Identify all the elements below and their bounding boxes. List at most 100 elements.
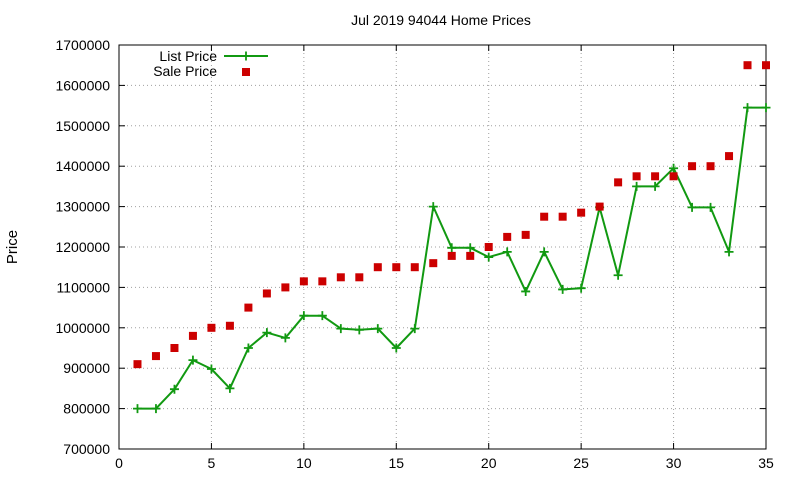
sale-price-point [410,263,419,272]
sale-price-point [392,263,401,272]
y-axis-label: Price [4,230,21,264]
list-price-point [262,328,272,338]
y-tick-label: 1700000 [55,37,110,53]
sale-price-point [614,178,623,187]
list-price-point [151,404,161,414]
list-price-point [188,355,198,365]
list-price-point [336,324,346,334]
legend-marker-list-price [241,51,251,61]
list-price-point [558,284,568,294]
list-price-point [354,325,364,335]
sale-price-point [632,172,641,181]
x-tick-label: 5 [208,455,216,471]
list-price-point [206,364,216,374]
grid [119,45,766,449]
list-price-point [576,283,586,293]
x-tick-label: 10 [296,455,312,471]
sale-price-point [762,61,770,70]
list-price-point [447,243,457,253]
sale-price-point [577,208,586,217]
list-price-point [280,333,290,343]
y-tick-label: 900000 [63,360,110,376]
x-tick-label: 35 [758,455,774,471]
list-price-point [410,324,420,334]
list-price-point [761,103,771,113]
sale-price-point [373,263,382,272]
sale-price-point [503,232,512,241]
list-price-point [169,384,179,394]
legend-plus-marker [241,51,251,61]
legend-swatch-sale-price [242,68,250,76]
list-price-point [539,247,549,257]
sale-price-point [447,251,456,260]
sale-price-point [262,289,271,298]
sale-price-point [170,344,179,352]
list-price-point [299,311,309,321]
sale-price-point [484,243,493,251]
sale-price-point [466,251,475,260]
y-tick-label: 1500000 [55,118,110,134]
list-price-point [428,202,438,212]
sale-price-point [743,61,752,70]
list-price-point [132,404,142,414]
sale-price-point [318,277,327,286]
sale-price-point [133,360,142,369]
sale-price-point [355,273,364,282]
legend: List Price Sale Price [153,48,268,79]
y-tick-label: 700000 [63,441,110,457]
y-tick-label: 1100000 [57,279,111,295]
list-price-point [669,163,679,173]
sale-price-point [244,303,253,312]
sale-price-point [188,331,197,340]
sale-price-point [151,352,160,361]
y-tick-label: 800000 [63,401,110,417]
y-tick-label: 1300000 [55,199,110,215]
axes: 0 5 10 15 20 25 30 35 700000 800000 900000 1000000 1… [55,37,774,471]
y-tick-label: 1600000 [55,77,110,93]
chart-title: Jul 2019 94044 Home Prices [351,12,531,28]
sale-price-point [225,321,234,330]
sale-price-point [207,323,216,332]
sale-price-point [558,212,567,221]
y-tick-label: 1400000 [55,158,110,174]
series [132,61,771,414]
list-price-point [724,247,734,257]
sale-price-point [540,212,549,221]
list-price-point [317,311,327,321]
sale-price-point [336,273,345,282]
list-price-point [465,243,475,253]
list-price-point [743,103,753,113]
x-tick-label: 25 [573,455,589,471]
y-tick-label: 1200000 [55,239,110,255]
sale-price-point [281,283,290,292]
list-price-point [687,202,697,212]
legend-label-sale-price: Sale Price [153,63,217,79]
list-price-point [521,286,531,296]
sale-price-point [688,162,697,171]
sale-price-point [299,277,308,286]
y-tick-label: 1000000 [55,320,110,336]
list-price-point [706,202,716,212]
x-tick-label: 30 [666,455,682,471]
x-tick-label: 20 [481,455,497,471]
sale-price-point [725,152,734,161]
sale-price-point [429,259,438,268]
sale-price-point [706,162,715,171]
list-price-point [391,343,401,353]
list-price-point [613,270,623,280]
list-price-point [484,252,494,262]
list-price-point [243,343,253,353]
x-tick-label: 15 [388,455,404,471]
sale-price-point [521,230,530,239]
list-price-point [650,181,660,191]
sale-price-point [651,172,660,181]
list-price-point [632,181,642,191]
legend-label-list-price: List Price [159,48,217,64]
x-tick-label: 0 [115,455,123,471]
list-price-point [502,247,512,257]
sale-price-point [669,172,678,181]
list-price-point [225,383,235,393]
sale-price-point [595,202,604,211]
list-price-point [373,324,383,334]
